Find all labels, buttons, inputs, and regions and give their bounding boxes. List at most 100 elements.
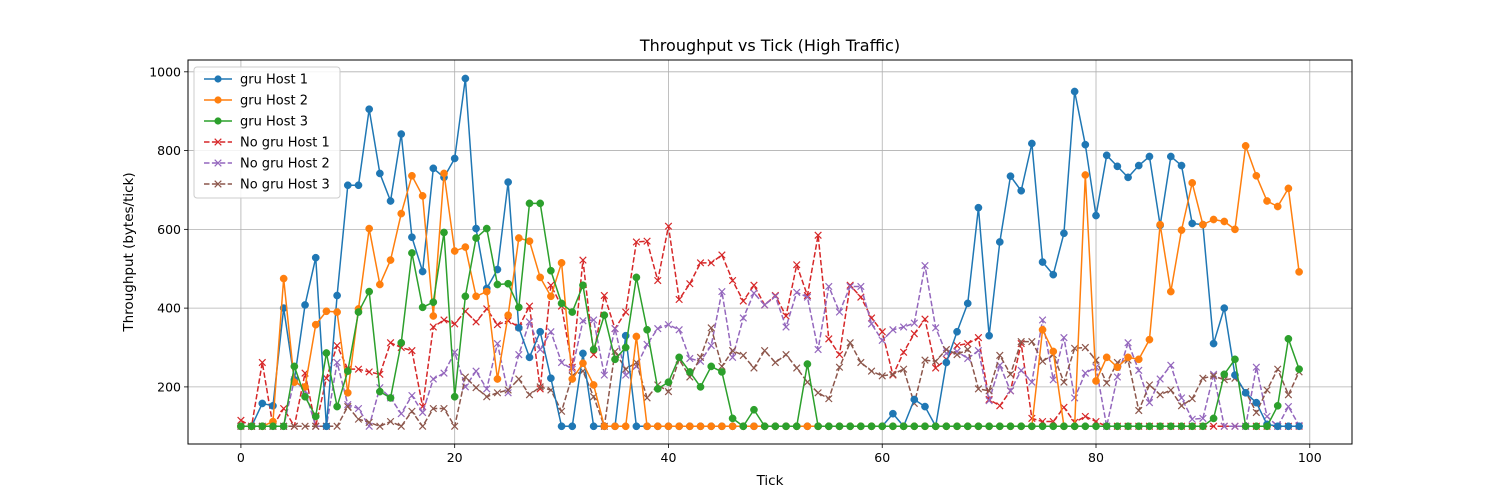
data-point <box>247 422 256 431</box>
data-point <box>408 391 416 400</box>
data-point <box>824 422 833 431</box>
data-point <box>408 346 416 355</box>
data-point <box>1028 337 1036 346</box>
legend-label: gru Host 1 <box>240 73 308 88</box>
data-point <box>450 320 459 328</box>
data-point <box>1124 339 1132 347</box>
data-point <box>322 307 331 316</box>
legend-marker <box>214 117 222 125</box>
data-point <box>1038 422 1047 431</box>
series-gru-host-3 <box>237 199 1303 431</box>
data-point <box>333 291 341 300</box>
data-point <box>429 404 438 413</box>
data-point <box>557 299 566 308</box>
data-point <box>1060 229 1068 238</box>
data-point <box>365 287 374 296</box>
data-point <box>1017 337 1025 346</box>
data-point <box>568 422 577 431</box>
data-point <box>889 422 897 431</box>
data-point <box>1038 325 1047 334</box>
data-point <box>344 400 352 409</box>
data-point <box>985 331 993 340</box>
data-point <box>782 350 790 359</box>
legend-marker <box>214 159 222 167</box>
data-point <box>1070 394 1079 402</box>
data-point <box>1124 422 1132 431</box>
data-point <box>397 209 406 218</box>
data-point <box>290 422 299 431</box>
data-point <box>1113 373 1122 381</box>
data-point <box>343 388 352 397</box>
data-point <box>675 353 683 362</box>
data-point <box>771 292 780 301</box>
data-point <box>237 416 245 425</box>
data-point <box>279 422 288 431</box>
data-point <box>461 74 470 83</box>
data-point <box>728 414 737 423</box>
data-point <box>1252 408 1261 417</box>
data-point <box>1252 363 1261 371</box>
data-point <box>664 387 673 396</box>
data-point <box>1188 394 1196 403</box>
data-point <box>728 276 737 285</box>
data-point <box>985 396 993 405</box>
data-point <box>611 324 619 333</box>
data-point <box>985 422 993 431</box>
legend-item: gru Host 2 <box>204 94 308 109</box>
data-point <box>525 318 534 326</box>
data-point <box>1284 422 1293 431</box>
data-point <box>354 404 363 413</box>
data-point <box>1209 339 1218 348</box>
data-point <box>942 358 951 367</box>
data-point <box>867 367 876 375</box>
data-point <box>803 291 812 300</box>
data-point <box>397 338 406 347</box>
data-point <box>1295 365 1303 374</box>
data-point <box>825 394 833 403</box>
data-point <box>397 422 405 431</box>
data-point <box>472 292 480 301</box>
data-point <box>1006 172 1015 181</box>
series-layer <box>237 74 1303 431</box>
data-point <box>921 356 929 364</box>
data-point <box>311 320 320 329</box>
data-point <box>1006 422 1015 431</box>
data-point <box>450 247 459 255</box>
data-point <box>814 345 822 354</box>
data-point <box>739 351 748 360</box>
data-point <box>418 408 427 417</box>
data-point <box>621 422 630 431</box>
data-point <box>1273 422 1282 431</box>
x-tick-label: 80 <box>1088 450 1104 465</box>
data-point <box>386 394 395 402</box>
data-point <box>878 336 886 345</box>
data-point <box>547 374 555 383</box>
data-point <box>418 303 427 312</box>
data-point <box>1102 422 1111 431</box>
data-point <box>931 364 940 372</box>
data-point <box>621 308 630 316</box>
data-point <box>792 422 801 431</box>
data-point <box>568 375 577 383</box>
data-point <box>1124 353 1132 362</box>
data-point <box>921 402 929 411</box>
data-point <box>1070 344 1079 353</box>
data-point <box>664 422 673 431</box>
data-point <box>461 243 470 251</box>
data-point <box>643 237 651 245</box>
grid <box>188 60 1352 444</box>
data-point <box>696 353 705 362</box>
data-point <box>857 422 865 431</box>
data-point <box>1017 422 1026 431</box>
data-point <box>258 422 267 431</box>
y-tick-label: 400 <box>157 301 181 316</box>
data-point <box>1177 422 1186 431</box>
data-point <box>867 314 876 322</box>
data-point <box>1081 412 1090 421</box>
data-point <box>461 292 470 301</box>
data-point <box>1060 333 1068 342</box>
data-point <box>910 329 919 338</box>
data-point <box>547 292 555 301</box>
data-point <box>376 387 384 396</box>
data-point <box>1177 226 1186 234</box>
